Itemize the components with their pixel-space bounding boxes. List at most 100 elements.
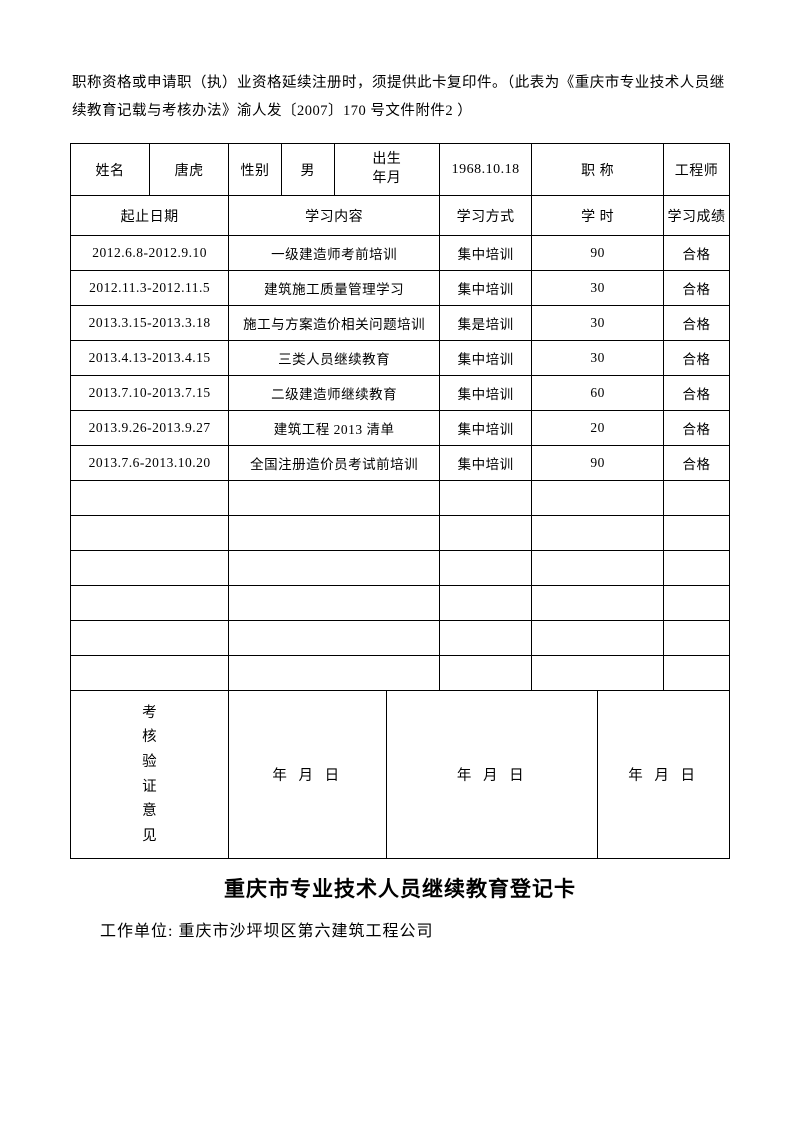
page-title: 重庆市专业技术人员继续教育登记卡 — [70, 873, 730, 903]
cell-content: 全国注册造价员考试前培训 — [229, 446, 440, 481]
empty-cell — [664, 551, 730, 586]
cell-result: 合格 — [664, 271, 730, 306]
empty-cell — [71, 516, 229, 551]
cell-hours: 30 — [532, 271, 664, 306]
verify-date-3: 年 月 日 — [598, 691, 730, 859]
verify-l4: 证 — [142, 775, 157, 800]
empty-cell — [664, 656, 730, 691]
empty-cell — [71, 481, 229, 516]
cell-date: 2012.6.8-2012.9.10 — [71, 236, 229, 271]
cell-method: 集中培训 — [440, 271, 532, 306]
cell-hours: 20 — [532, 411, 664, 446]
empty-cell — [229, 621, 440, 656]
workunit: 工作单位: 重庆市沙坪坝区第六建筑工程公司 — [100, 917, 730, 941]
empty-row — [71, 586, 730, 621]
empty-cell — [532, 656, 664, 691]
birth-value: 1968.10.18 — [440, 144, 532, 196]
empty-cell — [71, 621, 229, 656]
empty-cell — [440, 516, 532, 551]
education-table: 姓名 唐虎 性别 男 出生 年月 1968.10.18 职 称 工程师 起止日期… — [70, 143, 730, 859]
cell-hours: 90 — [532, 446, 664, 481]
table-row: 2013.4.13-2013.4.15三类人员继续教育集中培训30合格 — [71, 341, 730, 376]
empty-cell — [229, 656, 440, 691]
empty-cell — [440, 481, 532, 516]
cell-method: 集是培训 — [440, 306, 532, 341]
cell-hours: 90 — [532, 236, 664, 271]
empty-cell — [229, 516, 440, 551]
header-content: 学习内容 — [229, 196, 440, 236]
empty-cell — [229, 586, 440, 621]
cell-content: 建筑施工质量管理学习 — [229, 271, 440, 306]
header-hours: 学 时 — [532, 196, 664, 236]
cell-result: 合格 — [664, 411, 730, 446]
cell-result: 合格 — [664, 341, 730, 376]
empty-cell — [664, 621, 730, 656]
column-headers: 起止日期 学习内容 学习方式 学 时 学习成绩 — [71, 196, 730, 236]
title-value: 工程师 — [664, 144, 730, 196]
cell-method: 集中培训 — [440, 446, 532, 481]
cell-hours: 60 — [532, 376, 664, 411]
empty-cell — [532, 586, 664, 621]
empty-cell — [71, 586, 229, 621]
cell-date: 2013.7.6-2013.10.20 — [71, 446, 229, 481]
cell-date: 2013.3.15-2013.3.18 — [71, 306, 229, 341]
title-label: 职 称 — [532, 144, 664, 196]
cell-result: 合格 — [664, 236, 730, 271]
verify-l3: 验 — [142, 750, 157, 775]
name-value: 唐虎 — [150, 144, 229, 196]
cell-date: 2012.11.3-2012.11.5 — [71, 271, 229, 306]
empty-cell — [440, 586, 532, 621]
cell-content: 建筑工程 2013 清单 — [229, 411, 440, 446]
workunit-label: 工作单位: — [100, 923, 173, 940]
cell-method: 集中培训 — [440, 341, 532, 376]
verify-row: 考 核 验 证 意 见 年 月 日 年 月 日 年 月 日 — [71, 691, 730, 859]
cell-result: 合格 — [664, 446, 730, 481]
cell-hours: 30 — [532, 341, 664, 376]
verify-l5: 意 — [142, 799, 157, 824]
cell-content: 三类人员继续教育 — [229, 341, 440, 376]
table-row: 2013.9.26-2013.9.27建筑工程 2013 清单集中培训20合格 — [71, 411, 730, 446]
empty-cell — [229, 481, 440, 516]
empty-row — [71, 656, 730, 691]
cell-content: 施工与方案造价相关问题培训 — [229, 306, 440, 341]
empty-cell — [664, 516, 730, 551]
cell-date: 2013.9.26-2013.9.27 — [71, 411, 229, 446]
empty-cell — [532, 621, 664, 656]
birth-label: 出生 年月 — [334, 144, 439, 196]
workunit-value: 重庆市沙坪坝区第六建筑工程公司 — [178, 923, 433, 940]
cell-method: 集中培训 — [440, 376, 532, 411]
header-method: 学习方式 — [440, 196, 532, 236]
empty-cell — [532, 481, 664, 516]
empty-cell — [440, 551, 532, 586]
empty-cell — [532, 551, 664, 586]
birth-label-2: 年月 — [335, 170, 439, 188]
empty-cell — [71, 656, 229, 691]
cell-date: 2013.7.10-2013.7.15 — [71, 376, 229, 411]
empty-cell — [71, 551, 229, 586]
gender-value: 男 — [281, 144, 334, 196]
empty-cell — [664, 481, 730, 516]
table-row: 2012.11.3-2012.11.5建筑施工质量管理学习集中培训30合格 — [71, 271, 730, 306]
verify-date-1: 年 月 日 — [229, 691, 387, 859]
verify-label-cell: 考 核 验 证 意 见 — [71, 691, 229, 859]
cell-method: 集中培训 — [440, 236, 532, 271]
verify-l1: 考 — [142, 701, 157, 726]
table-row: 2013.3.15-2013.3.18施工与方案造价相关问题培训集是培训30合格 — [71, 306, 730, 341]
empty-cell — [440, 621, 532, 656]
cell-method: 集中培训 — [440, 411, 532, 446]
birth-label-1: 出生 — [335, 151, 439, 169]
table-row: 2013.7.10-2013.7.15二级建造师继续教育集中培训60合格 — [71, 376, 730, 411]
header-result: 学习成绩 — [664, 196, 730, 236]
empty-row — [71, 516, 730, 551]
empty-cell — [440, 656, 532, 691]
empty-row — [71, 551, 730, 586]
cell-result: 合格 — [664, 306, 730, 341]
personal-row: 姓名 唐虎 性别 男 出生 年月 1968.10.18 职 称 工程师 — [71, 144, 730, 196]
verify-l6: 见 — [142, 824, 157, 849]
verify-l2: 核 — [142, 725, 157, 750]
cell-content: 一级建造师考前培训 — [229, 236, 440, 271]
cell-content: 二级建造师继续教育 — [229, 376, 440, 411]
header-note: 职称资格或申请职（执）业资格延续注册时，须提供此卡复印件。（此表为《重庆市专业技… — [70, 70, 730, 125]
empty-cell — [532, 516, 664, 551]
cell-result: 合格 — [664, 376, 730, 411]
